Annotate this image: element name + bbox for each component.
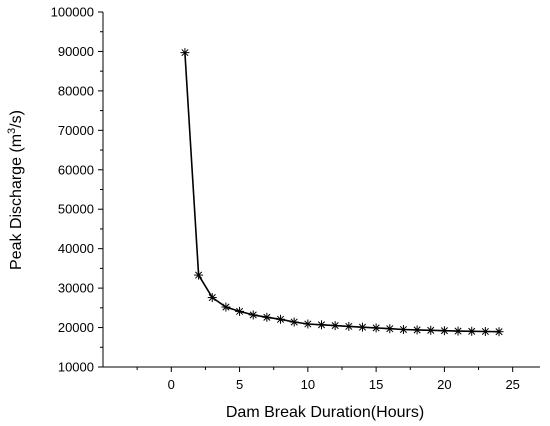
y-axis-title: Peak Discharge (m3/s) [6,110,25,270]
y-tick-label: 50000 [58,202,94,217]
data-point [412,325,422,335]
x-ticks: 0 5 10 15 20 25 [136,367,520,392]
y-tick-label: 80000 [58,83,94,98]
data-point [385,324,395,334]
data-point [180,48,190,58]
data-point [467,326,477,336]
data-point [439,326,449,336]
data-point [426,325,436,335]
axes [102,12,540,368]
x-tick-label: 10 [301,377,315,392]
y-tick-label: 60000 [58,162,94,177]
data-point [330,321,340,331]
y-ticks: 10000 20000 30000 40000 50000 60000 70000 80000… [51,5,103,375]
y-tick-label: 100000 [51,5,94,20]
data-point [262,312,272,322]
y-axis-title-main: Peak Discharge (m [8,134,25,270]
x-tick-label: 20 [437,377,451,392]
y-tick-label: 40000 [58,241,94,256]
data-point [317,320,326,330]
data-point [357,322,367,332]
data-point [480,327,490,336]
y-tick-label: 10000 [58,360,94,375]
x-tick-label: 15 [369,377,383,392]
y-axis-title-sup: 3 [6,128,18,134]
y-axis-title-end: /s) [8,110,25,128]
data-point [344,321,354,331]
data-point [303,319,313,329]
data-point [453,326,463,336]
y-tick-label: 70000 [58,123,94,138]
y-tick-label: 90000 [58,44,94,59]
series-line [184,52,500,333]
y-tick-label: 20000 [58,320,94,335]
x-tick-label: 25 [505,377,519,392]
data-point [371,323,381,333]
data-point [494,327,504,337]
data-point [221,302,231,312]
data-point [235,306,245,316]
data-point [194,270,204,280]
data-point [248,310,258,320]
x-axis-title: Dam Break Duration(Hours) [226,404,424,421]
data-point [207,293,217,303]
data-point [289,317,299,327]
data-point [276,314,286,324]
y-tick-label: 30000 [58,281,94,296]
x-tick-label: 0 [168,377,175,392]
series [180,48,504,337]
data-point [398,325,408,335]
x-tick-label: 5 [236,377,243,392]
